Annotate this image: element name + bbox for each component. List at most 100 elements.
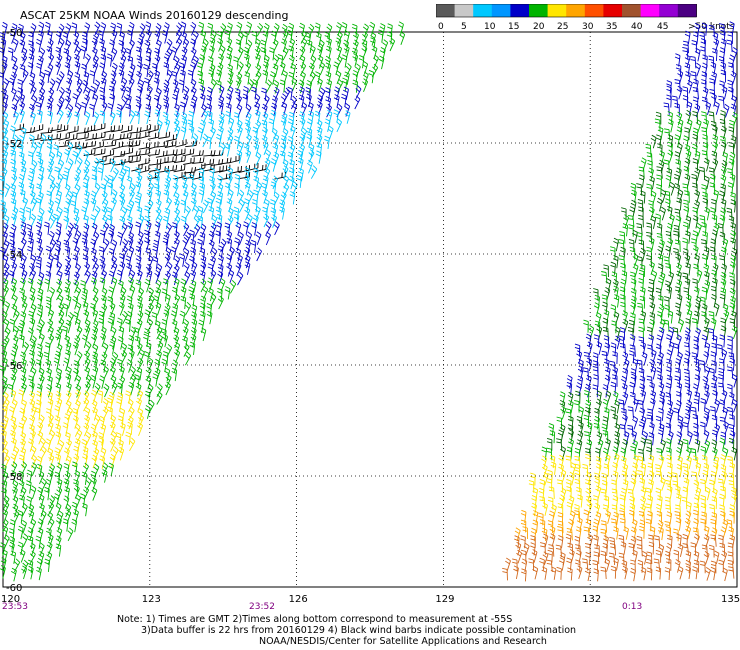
wind-barb	[658, 303, 665, 318]
wind-barb	[637, 455, 644, 469]
wind-barb	[129, 285, 136, 299]
wind-barb	[158, 131, 171, 139]
wind-barb	[695, 327, 701, 342]
wind-barb	[710, 560, 717, 574]
wind-barb	[618, 552, 625, 566]
wind-barb	[673, 407, 679, 421]
wind-barb	[119, 422, 126, 436]
wind-barb	[361, 39, 368, 53]
wind-barb	[647, 510, 653, 524]
wind-barb	[62, 303, 69, 317]
wind-barb	[674, 485, 681, 499]
wind-barb	[729, 287, 736, 302]
wind-barb	[122, 245, 128, 260]
wind-barb	[262, 206, 268, 221]
wind-barb	[83, 214, 89, 228]
wind-barb	[207, 277, 214, 292]
wind-barb	[109, 357, 116, 372]
wind-barb	[371, 45, 378, 60]
wind-barb	[282, 46, 289, 61]
wind-barb	[1, 429, 7, 444]
wind-barb	[72, 341, 79, 356]
wind-barb	[127, 277, 134, 291]
wind-barb	[58, 302, 65, 317]
wind-barb	[693, 518, 699, 532]
wind-barb	[686, 79, 693, 94]
wind-barb	[277, 53, 284, 68]
wind-barb	[658, 407, 664, 421]
wind-barb	[666, 366, 672, 380]
wind-barb	[333, 94, 340, 108]
scale-swatch	[566, 4, 586, 17]
wind-barb	[155, 87, 162, 102]
wind-barb	[35, 38, 42, 53]
wind-barb	[103, 238, 110, 253]
wind-barb	[91, 37, 98, 52]
wind-barb	[163, 85, 170, 100]
wind-barb	[710, 285, 717, 299]
wind-barb	[568, 438, 574, 452]
wind-barb	[685, 215, 692, 229]
wind-barb	[170, 310, 177, 324]
wind-barb	[306, 159, 313, 174]
wind-barb	[254, 38, 261, 52]
wind-barb	[57, 109, 64, 123]
wind-barb	[352, 39, 359, 54]
wind-barb	[209, 37, 216, 51]
wind-barb	[28, 310, 34, 324]
wind-barb	[94, 79, 101, 94]
wind-barb	[593, 288, 599, 301]
wind-barb	[81, 63, 87, 77]
wind-barb	[666, 471, 673, 486]
wind-barb	[632, 358, 639, 372]
wind-barb	[3, 534, 10, 548]
wind-barb	[211, 159, 224, 166]
wind-barb	[100, 183, 107, 197]
wind-barb	[636, 359, 643, 373]
wind-barb	[190, 189, 197, 204]
wind-barb	[27, 151, 34, 165]
wind-barb	[120, 85, 127, 99]
wind-barb	[728, 566, 735, 579]
wind-barb	[727, 335, 733, 349]
wind-barb	[730, 191, 736, 206]
wind-barb	[29, 349, 35, 364]
wind-barb	[620, 541, 627, 555]
wind-barb	[227, 189, 234, 203]
wind-barb	[627, 488, 634, 502]
wind-barb	[640, 437, 647, 451]
wind-barb	[110, 375, 117, 389]
wind-barb	[198, 189, 205, 203]
wind-barb	[630, 271, 636, 285]
wind-barb	[75, 374, 82, 389]
wind-barb	[657, 126, 664, 140]
wind-barb	[530, 527, 537, 542]
wind-barb	[29, 341, 36, 355]
wind-barb	[705, 101, 712, 116]
wind-barb	[693, 263, 699, 277]
wind-barb	[138, 148, 151, 156]
wind-barb	[101, 269, 108, 284]
wind-barb	[700, 494, 706, 508]
wind-barb	[695, 461, 702, 476]
wind-barb	[56, 261, 63, 275]
wind-barb	[2, 415, 9, 430]
wind-barb	[26, 495, 33, 510]
wind-barb	[693, 286, 700, 300]
wind-barb	[17, 509, 24, 524]
wind-barb	[84, 86, 91, 101]
wind-barb	[708, 24, 715, 38]
wind-barb	[164, 118, 171, 133]
wind-barb	[245, 111, 252, 126]
wind-barb	[190, 47, 197, 62]
wind-barb	[154, 54, 161, 69]
wind-barb	[685, 525, 692, 540]
wind-barb	[17, 87, 24, 101]
wind-barb	[103, 383, 110, 398]
wind-barb	[19, 494, 25, 508]
wind-barb	[675, 517, 682, 531]
wind-barb	[73, 245, 80, 260]
wind-barb	[139, 23, 146, 37]
wind-barb	[91, 174, 98, 188]
wind-barb	[728, 21, 735, 35]
